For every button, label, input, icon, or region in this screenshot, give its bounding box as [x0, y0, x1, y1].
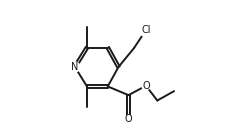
Circle shape — [139, 24, 152, 37]
Text: N: N — [71, 62, 79, 72]
Circle shape — [70, 62, 80, 72]
Circle shape — [124, 115, 132, 123]
Text: Cl: Cl — [141, 25, 151, 35]
Text: O: O — [125, 114, 132, 124]
Text: O: O — [142, 81, 150, 91]
Circle shape — [142, 82, 150, 90]
